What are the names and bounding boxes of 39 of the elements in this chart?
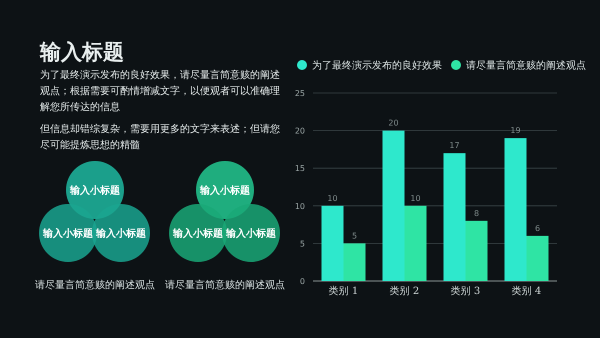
text: 请尽量言简意赅的阐述观点 bbox=[165, 279, 285, 291]
legend-label: 为了最终演示发布的良好效果 bbox=[312, 60, 442, 72]
text: 输入小标题 bbox=[172, 228, 223, 240]
data-label: 20 bbox=[388, 118, 399, 128]
text: 输入标题 bbox=[40, 38, 124, 66]
data-label: 19 bbox=[510, 126, 521, 136]
text: 输入小标题 bbox=[42, 228, 93, 240]
data-label: 10 bbox=[410, 194, 421, 203]
x-tick-label: 类别 3 bbox=[450, 285, 480, 297]
text: 输入小标题 bbox=[69, 184, 120, 196]
bar bbox=[382, 130, 404, 281]
text: 但信息却错综复杂，需要用更多的文字来表述；但请您尽可能提炼思想的精髓 bbox=[40, 122, 280, 153]
y-tick-label: 10 bbox=[294, 202, 305, 211]
text: 输入小标题 bbox=[95, 228, 146, 240]
text: 为了最终演示发布的良好效果，请尽量言简意赅的阐述观点；根据需要可酌情增减文字，以便观者可以准确理解您所传达的信息 bbox=[40, 68, 280, 115]
y-tick-label: 20 bbox=[294, 126, 305, 136]
bar bbox=[444, 153, 466, 281]
x-tick-label: 类别 2 bbox=[390, 285, 420, 297]
y-tick-label: 25 bbox=[294, 89, 305, 98]
bar bbox=[404, 206, 426, 281]
text: 请尽量言简意赅的阐述观点 bbox=[35, 279, 155, 291]
data-label: 17 bbox=[449, 141, 460, 150]
data-label: 10 bbox=[327, 194, 338, 203]
y-tick-label: 15 bbox=[294, 164, 305, 174]
bar bbox=[344, 243, 366, 281]
bar bbox=[504, 138, 526, 281]
y-tick-label: 0 bbox=[300, 277, 305, 286]
bar bbox=[466, 220, 488, 281]
bar bbox=[526, 236, 548, 281]
bar bbox=[322, 206, 344, 281]
text: 输入小标题 bbox=[199, 184, 250, 196]
data-label: 8 bbox=[474, 208, 480, 218]
y-tick-label: 5 bbox=[300, 239, 305, 248]
text: 输入小标题 bbox=[225, 228, 276, 240]
x-tick-label: 类别 4 bbox=[512, 285, 542, 297]
legend-label: 请尽量言简意赅的阐述观点 bbox=[466, 60, 586, 72]
x-tick-label: 类别 1 bbox=[328, 285, 358, 297]
data-label: 6 bbox=[534, 224, 540, 233]
data-label: 5 bbox=[352, 231, 358, 240]
